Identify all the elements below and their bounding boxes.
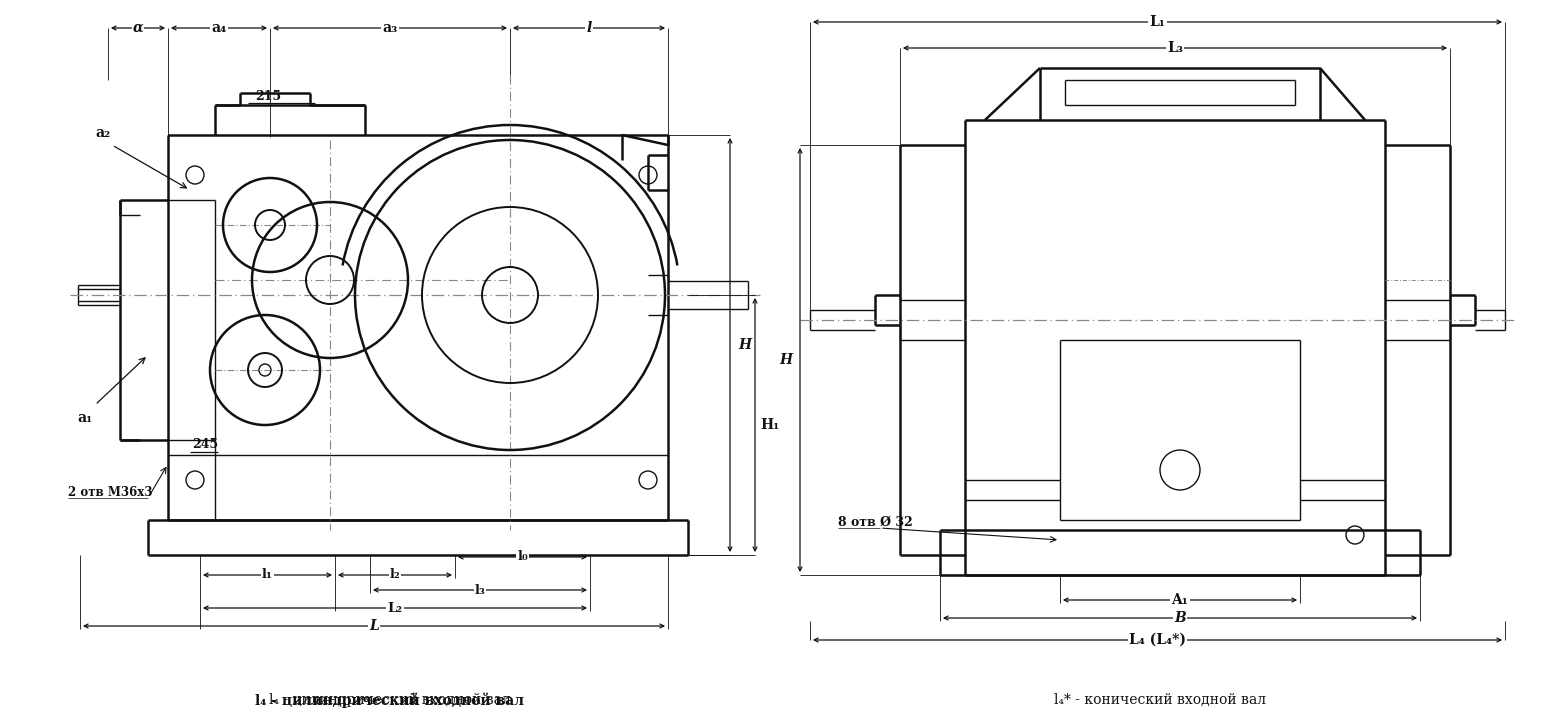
Text: a₄: a₄ bbox=[211, 21, 227, 35]
Text: l: l bbox=[587, 21, 592, 35]
Text: L₃: L₃ bbox=[1167, 41, 1183, 55]
Text: l₄* - конический входной вал: l₄* - конический входной вал bbox=[1054, 693, 1267, 707]
Text: a₃: a₃ bbox=[382, 21, 398, 35]
Text: H: H bbox=[780, 353, 792, 367]
Text: 2 отв M36x3: 2 отв M36x3 bbox=[68, 486, 153, 498]
Text: L: L bbox=[370, 619, 379, 633]
Text: L₂: L₂ bbox=[387, 602, 402, 615]
Text: l₄ - цилиндрический входной вал: l₄ - цилиндрический входной вал bbox=[256, 692, 524, 708]
Text: H₁: H₁ bbox=[760, 418, 780, 432]
Text: l₂: l₂ bbox=[390, 568, 401, 581]
Text: a₁: a₁ bbox=[77, 411, 92, 425]
Text: L₁: L₁ bbox=[1150, 15, 1165, 29]
Text: L₄ (L₄*): L₄ (L₄*) bbox=[1130, 633, 1187, 647]
Text: l₃: l₃ bbox=[475, 583, 485, 596]
Text: 8 отв Ø 32: 8 отв Ø 32 bbox=[838, 515, 912, 529]
Text: l₀: l₀ bbox=[518, 550, 529, 563]
Text: l₁: l₁ bbox=[262, 568, 273, 581]
Text: 245: 245 bbox=[193, 439, 219, 451]
Text: α: α bbox=[133, 21, 143, 35]
Text: l₄ - цилиндрический входной вал: l₄ - цилиндрический входной вал bbox=[270, 693, 512, 707]
Text: a₂: a₂ bbox=[96, 126, 111, 140]
Text: H: H bbox=[738, 338, 752, 352]
Text: A₁: A₁ bbox=[1171, 593, 1188, 607]
Text: B: B bbox=[1174, 611, 1187, 625]
Text: 215: 215 bbox=[254, 90, 280, 103]
